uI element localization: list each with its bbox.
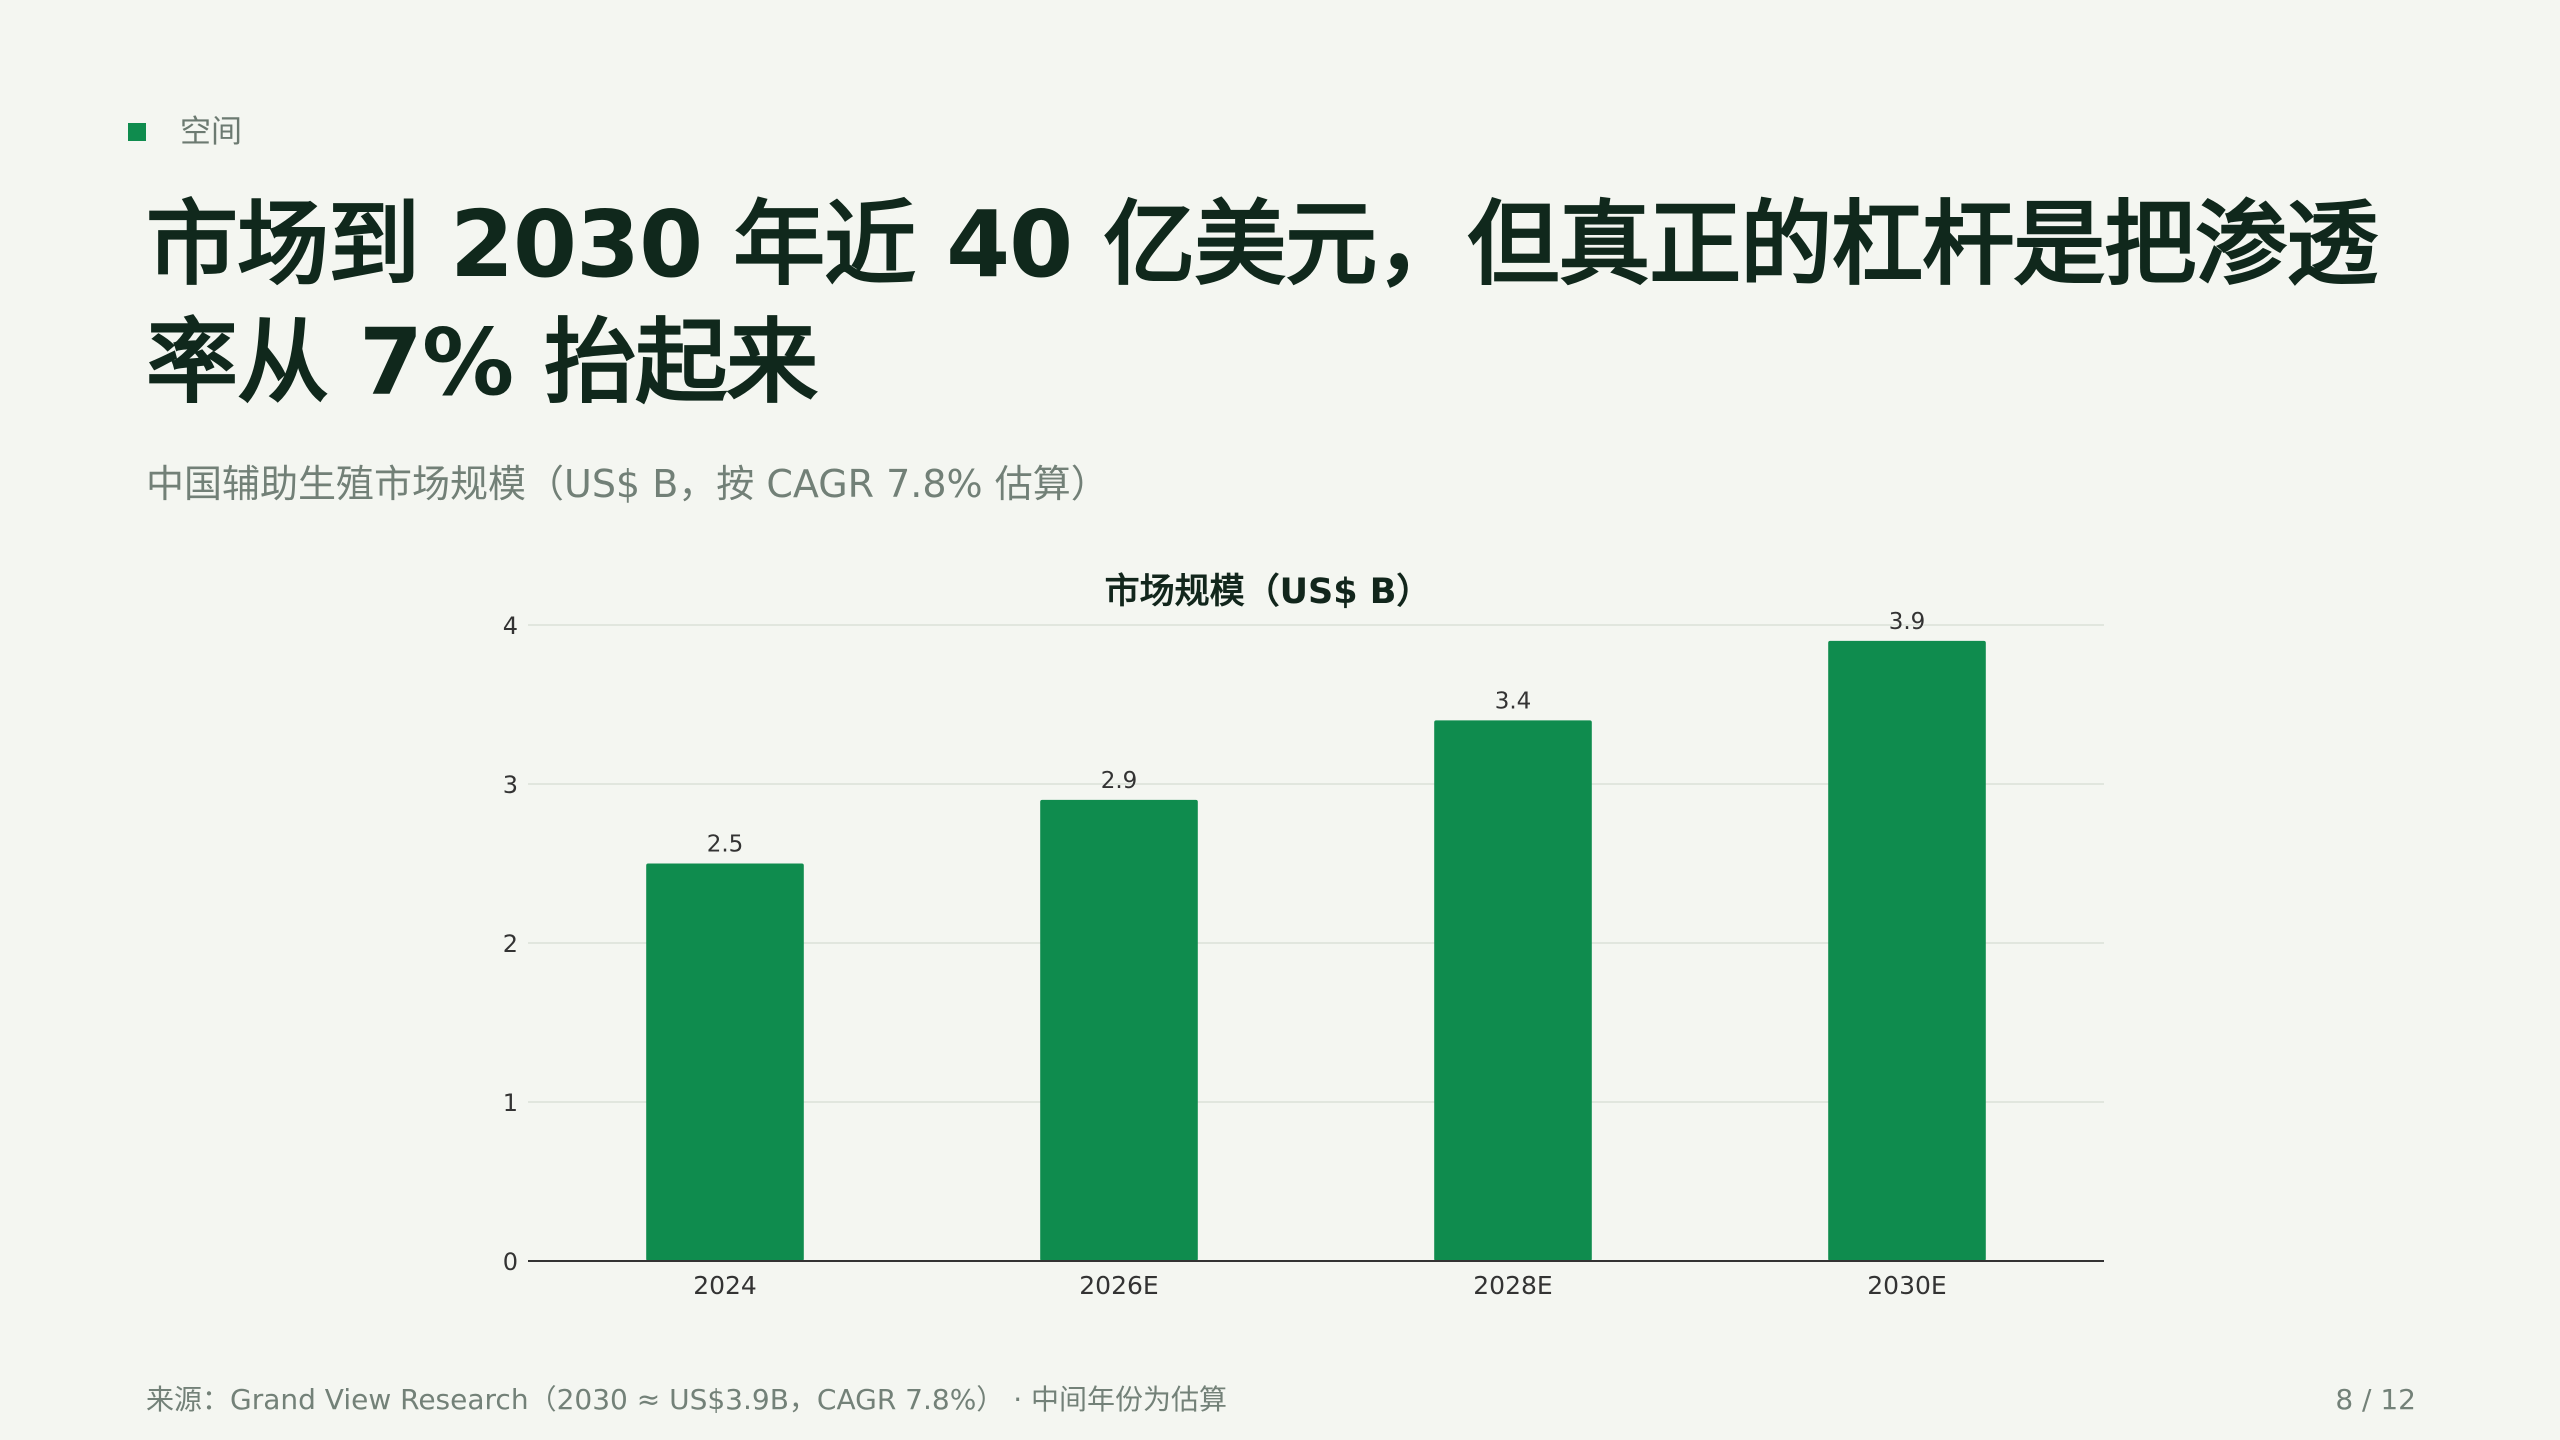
data-label: 3.9 bbox=[1889, 609, 1926, 635]
data-label: 3.4 bbox=[1495, 688, 1532, 714]
y-tick-label: 1 bbox=[503, 1089, 518, 1117]
y-axis-ticks: 0 1 2 3 4 bbox=[503, 612, 518, 1276]
x-tick-label: 2030E bbox=[1867, 1271, 1946, 1300]
bar-chart: 市场规模（US$ B） 2.5 2.9 3.4 3.9 0 1 2 3 4 2024 2026E… bbox=[503, 572, 2104, 1300]
chart-title: 市场规模（US$ B） bbox=[1105, 572, 1432, 612]
bar-2030e bbox=[1828, 640, 1986, 1261]
section-tag: 空间 bbox=[128, 112, 242, 152]
bar-2024 bbox=[646, 863, 804, 1261]
section-marker-icon bbox=[128, 123, 146, 141]
x-tick-label: 2028E bbox=[1473, 1271, 1552, 1300]
x-axis-ticks: 2024 2026E 2028E 2030E bbox=[693, 1271, 1947, 1300]
y-tick-label: 4 bbox=[503, 612, 518, 640]
x-tick-label: 2026E bbox=[1079, 1271, 1158, 1300]
bar-2028e bbox=[1434, 720, 1592, 1261]
source-note: 来源：Grand View Research（2030 ≈ US$3.9B，CA… bbox=[146, 1383, 1228, 1416]
y-tick-label: 0 bbox=[503, 1248, 518, 1276]
x-tick-label: 2024 bbox=[693, 1271, 757, 1300]
page-title: 市场到 2030 年近 40 亿美元，但真正的杠杆是把渗透率从 7% 抬起来 bbox=[146, 191, 2378, 416]
y-tick-label: 3 bbox=[503, 771, 518, 799]
bars bbox=[646, 640, 1986, 1261]
data-labels: 2.5 2.9 3.4 3.9 bbox=[707, 609, 1926, 858]
page-number: 8 / 12 bbox=[2335, 1383, 2416, 1416]
y-tick-label: 2 bbox=[503, 930, 518, 958]
data-label: 2.5 bbox=[707, 832, 744, 858]
bar-2026e bbox=[1040, 799, 1198, 1261]
page-subtitle: 中国辅助生殖市场规模（US$ B，按 CAGR 7.8% 估算） bbox=[146, 462, 1109, 506]
section-label: 空间 bbox=[180, 114, 242, 150]
data-label: 2.9 bbox=[1101, 768, 1138, 794]
